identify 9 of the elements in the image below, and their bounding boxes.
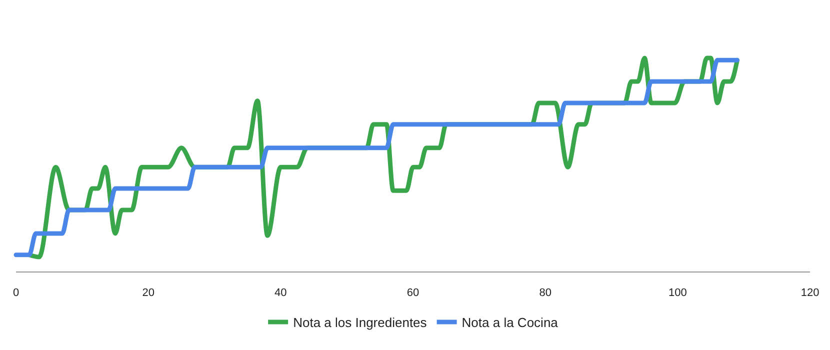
x-tick-label: 20 [142, 286, 154, 299]
x-tick-label: 0 [12, 286, 20, 299]
legend-label: Nota a la Cocina [462, 315, 559, 330]
x-tick-label: 100 [668, 286, 687, 299]
x-tick-label: 60 [406, 286, 420, 299]
x-tick-label: 120 [800, 286, 820, 299]
legend-label: Nota a los Ingredientes [293, 315, 428, 330]
x-tick-label: 40 [274, 286, 287, 299]
x-tick-label: 80 [539, 286, 552, 299]
